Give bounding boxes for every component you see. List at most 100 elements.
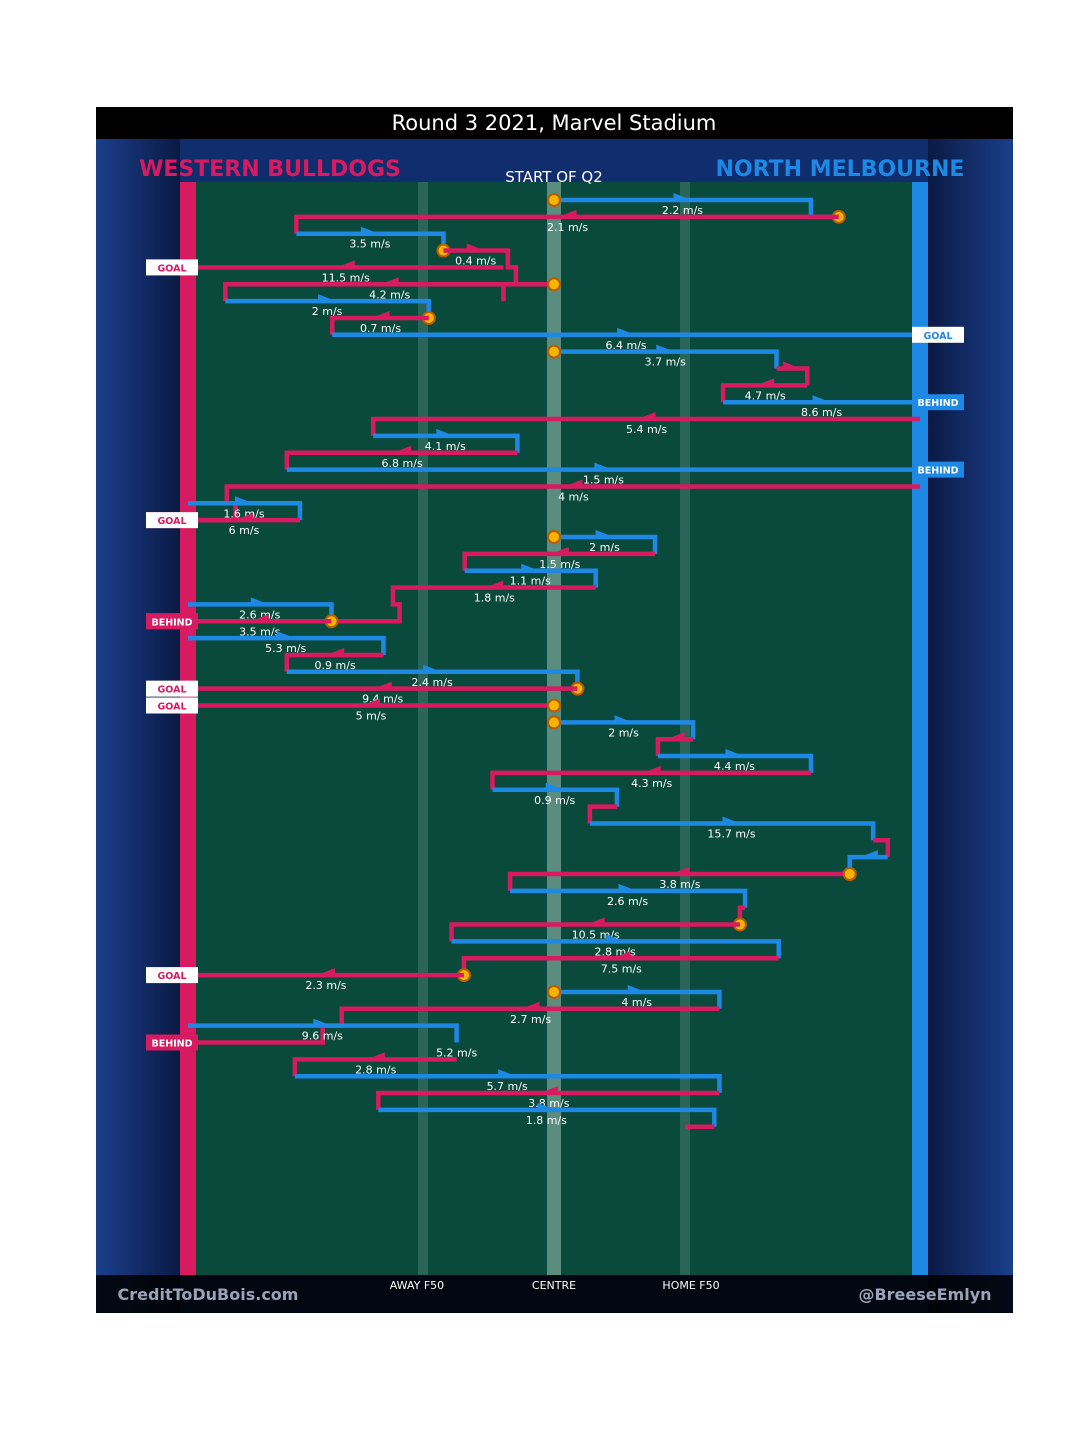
behind-tag-label: BEHIND [151, 1039, 192, 1050]
chain-segment [873, 838, 891, 858]
chain-segment [223, 282, 554, 302]
chain-segment [510, 888, 748, 908]
direction-arrow [595, 530, 614, 537]
chain-segment [188, 635, 386, 655]
goal-tag [146, 680, 198, 697]
speed-label: 4.7 m/s [745, 389, 786, 402]
direction-arrow [250, 597, 269, 605]
centre-label: CENTRE [532, 1279, 576, 1292]
direction-arrow [366, 1052, 385, 1060]
goal-tag [146, 512, 198, 529]
speed-label: 2.7 m/s [510, 1013, 551, 1026]
footer-bar [96, 1275, 1013, 1313]
title-bar [96, 107, 1013, 139]
speed-label: 0.7 m/s [360, 322, 401, 335]
chain-segment [589, 821, 876, 841]
direction-arrow [318, 294, 337, 302]
direction-arrow [618, 883, 637, 891]
turnover-marker [842, 867, 857, 881]
direction-arrow [594, 462, 613, 470]
direction-arrow [722, 816, 741, 824]
goal-tag-label: GOAL [157, 971, 186, 982]
speed-label: 1.1 m/s [510, 575, 551, 588]
direction-arrow [336, 260, 355, 268]
direction-arrow [550, 546, 569, 554]
direction-arrow [393, 445, 412, 453]
speed-label: 1.5 m/s [539, 558, 580, 571]
direction-arrow [276, 631, 295, 639]
away-f50-band [417, 182, 428, 1275]
goal-tag-label: GOAL [923, 331, 952, 342]
direction-arrow [521, 1001, 540, 1009]
chain-segment [370, 416, 920, 436]
home-f50-band [680, 182, 691, 1275]
direction-arrow [373, 681, 392, 689]
behind-tag [146, 1034, 198, 1051]
direction-arrow [673, 193, 692, 200]
direction-arrow [545, 782, 564, 790]
chain-segment [720, 383, 808, 403]
direction-arrow [586, 917, 605, 925]
chain-segment [292, 1057, 457, 1077]
goal-tag-label: GOAL [157, 685, 186, 696]
chain-segment [492, 787, 620, 807]
direction-arrow [725, 749, 744, 757]
turnover-marker [547, 698, 561, 713]
behind-tag-label: BEHIND [917, 466, 958, 477]
chain-segment [490, 770, 811, 790]
chain-segment [464, 568, 598, 588]
speed-label: 9.6 m/s [302, 1030, 343, 1043]
chain-segment [554, 720, 696, 740]
direction-arrow [436, 428, 455, 436]
speed-label: 2 m/s [589, 541, 620, 554]
speed-label: 2 m/s [608, 726, 639, 739]
speed-label: 4 m/s [558, 490, 589, 503]
chain-segment [294, 214, 839, 234]
speed-label: 5.3 m/s [265, 642, 306, 655]
direction-arrow [466, 243, 485, 251]
chain-segment [373, 433, 520, 453]
western-bulldogs-goal-line [180, 182, 196, 1275]
chain-segment [376, 1090, 720, 1110]
goal-tag [146, 259, 198, 276]
handle-text: @BreeseEmlyn [858, 1285, 991, 1304]
speed-label: 0.4 m/s [455, 255, 496, 268]
chain-segment [188, 585, 596, 624]
turnover-marker [547, 344, 561, 359]
direction-arrow [485, 580, 504, 588]
chart-title: Round 3 2021, Marvel Stadium [392, 111, 717, 135]
speed-label: 4.2 m/s [369, 288, 410, 301]
turnover-marker [547, 984, 561, 999]
direction-arrow [521, 563, 540, 571]
direction-arrow [564, 479, 583, 487]
chain-segment [284, 450, 518, 470]
turnover-marker [547, 715, 561, 730]
goal-tag [146, 967, 198, 984]
speed-label: 3.8 m/s [659, 878, 700, 891]
direction-arrow [316, 968, 335, 976]
chain-segment [188, 1023, 459, 1043]
speed-label: 5 m/s [356, 710, 387, 723]
behind-tag-label: BEHIND [151, 617, 192, 628]
behind-tag [146, 613, 198, 630]
direction-arrow [537, 1102, 556, 1110]
direction-arrow [423, 664, 442, 672]
direction-arrow [859, 850, 878, 858]
speed-label: 2.3 m/s [305, 979, 346, 992]
speed-label: 8.6 m/s [801, 406, 842, 419]
direction-arrow [539, 1086, 558, 1094]
direction-arrow [606, 934, 625, 942]
home-f50-label: HOME F50 [662, 1279, 719, 1292]
speed-label: 2.1 m/s [547, 221, 588, 234]
direction-arrow [234, 496, 253, 504]
chain-segment [378, 1107, 717, 1127]
speed-label: 2.8 m/s [355, 1063, 396, 1076]
direction-arrow [313, 1018, 332, 1026]
chain-segment [587, 804, 617, 824]
speed-label: 6 m/s [229, 524, 260, 537]
direction-arrow [614, 715, 633, 723]
chart-subtitle: START OF Q2 [505, 168, 603, 186]
direction-arrow [612, 951, 631, 959]
goal-tag [912, 326, 964, 343]
